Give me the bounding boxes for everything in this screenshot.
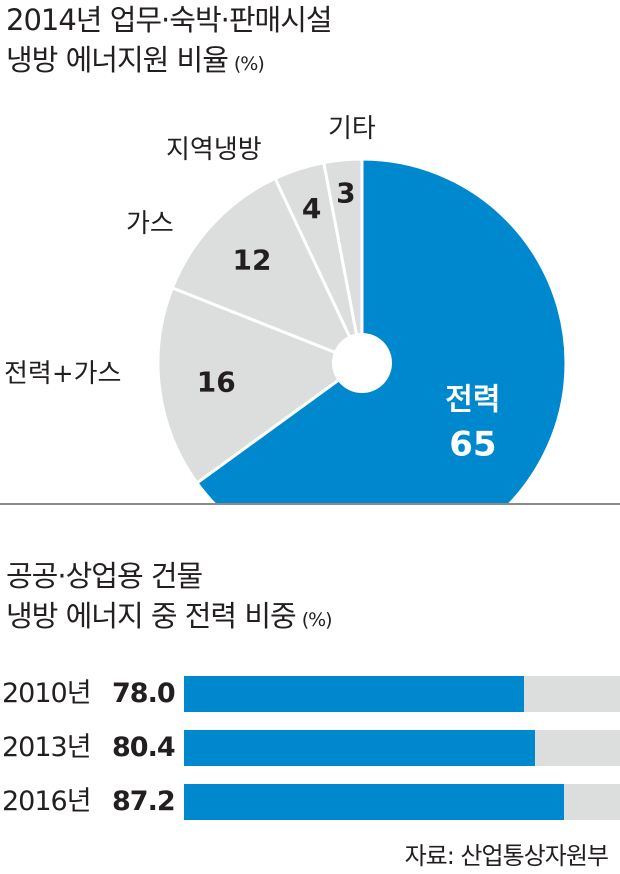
source-note: 자료: 산업통상자원부 [404,842,609,870]
pie-label-1: 전력+가스 [4,359,121,389]
bar-track [184,730,620,766]
pie-slice-1 [156,285,366,486]
bar-category-label: 2010년 [2,678,92,709]
bar-title-line2: 냉방 에너지 중 전력 비중 [6,599,297,633]
pie-value-1: 16 [197,365,236,398]
bar-category-label: 2013년 [2,732,92,763]
bar-track [184,784,620,820]
bar-fill [184,784,565,820]
pie-unit: (%) [233,53,265,75]
bar-value-label: 78.0 [112,678,176,709]
pie-value-0: 65 [449,424,496,464]
pie-title-line2: 냉방 에너지원 비율 [6,43,229,77]
pie-value-2: 12 [232,244,271,277]
bar-unit: (%) [301,609,333,631]
pie-center-hole [332,333,392,393]
section-divider [0,503,620,505]
bar-fill [184,730,535,766]
pie-value-3: 4 [302,192,321,225]
bar-row-0: 2010년 78.0 [0,674,620,714]
pie-label-2: 가스 [126,209,174,239]
pie-label-0: 전력 [445,382,500,417]
bar-value-label: 80.4 [112,732,176,763]
pie-value-4: 3 [336,176,355,209]
pie-slice-0 [194,157,568,505]
pie-chart: 65 전력 16 전력+가스 12 가스 4 지역냉방 3 기타 [4,114,568,505]
bar-category-label: 2016년 [2,786,92,817]
bar-value-label: 87.2 [112,786,176,817]
bar-row-2: 2016년 87.2 [0,782,620,822]
bar-chart-title: 공공·상업용 건물 냉방 에너지 중 전력 비중 (%) [6,556,333,640]
pie-chart-title: 2014년 업무·숙박·판매시설 냉방 에너지원 비율 (%) [6,0,333,84]
pie-slice-4 [322,157,364,364]
bar-title-line1: 공공·상업용 건물 [6,559,203,593]
pie-slice-2 [170,176,365,366]
bar-fill [184,676,525,712]
pie-label-4: 기타 [328,114,376,144]
pie-title-line1: 2014년 업무·숙박·판매시설 [6,3,333,37]
bar-track [184,676,620,712]
bar-row-1: 2013년 80.4 [0,728,620,768]
pie-label-3: 지역냉방 [166,135,262,165]
